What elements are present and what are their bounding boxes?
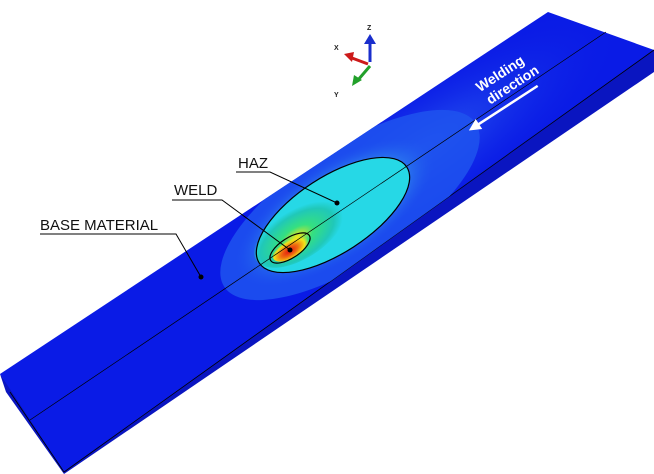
welding-direction-arrow-shaft [474,84,539,128]
axis-y-arrow-icon [352,75,362,86]
axis-x-label: X [334,45,339,52]
axis-y-label: Y [334,92,339,99]
thermal-contours [215,12,625,301]
plate-top-edge [9,391,65,473]
weld-label: WELD [174,182,218,199]
welding-direction-arrow-head [468,118,483,131]
base-material-leader [40,233,202,278]
axis-z-label: Z [367,25,372,32]
contour-weld-pool [272,232,312,262]
weld-boundary [269,232,311,264]
label-leaders [40,171,338,278]
axis-x-arrow-icon [344,52,354,62]
weld-leader [172,199,291,251]
axis-x-shaft [351,56,369,66]
haz-label: HAZ [238,155,268,172]
axis-y-shaft [356,65,372,81]
weld-centerline [29,31,607,421]
plate-front-face [64,50,654,474]
weld-marker [287,247,293,253]
base-material-marker [198,274,204,280]
axis-triad: Z X Y [334,25,376,99]
haz-leader [236,171,338,204]
haz-boundary [255,156,411,274]
base-material-label: BASE MATERIAL [40,217,158,234]
axis-z-arrow-icon [364,34,376,44]
haz-marker [334,200,340,206]
